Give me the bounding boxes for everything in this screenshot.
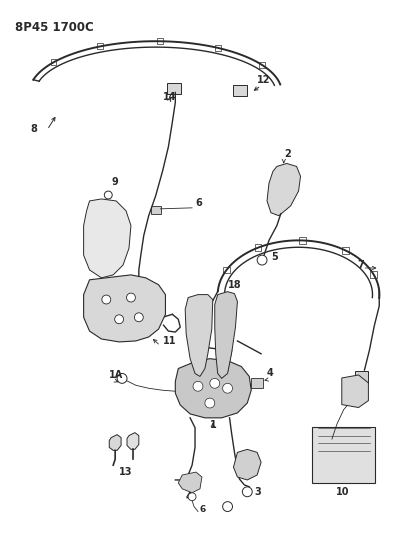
Bar [254, 244, 261, 251]
Polygon shape [233, 449, 261, 480]
Polygon shape [175, 359, 251, 418]
Bar [299, 237, 306, 244]
Polygon shape [127, 433, 139, 449]
Bar [259, 62, 265, 68]
Text: 6: 6 [195, 198, 202, 208]
Circle shape [257, 255, 267, 265]
Polygon shape [342, 375, 369, 408]
Text: 6: 6 [200, 505, 206, 514]
Bar [223, 266, 230, 273]
Bar [370, 271, 377, 278]
Bar [251, 378, 263, 388]
Text: 11: 11 [162, 336, 176, 346]
Polygon shape [109, 434, 121, 450]
Bar [150, 206, 160, 214]
Bar [233, 85, 247, 96]
Text: 4: 4 [267, 368, 274, 378]
Bar [215, 45, 221, 51]
Text: 14: 14 [162, 92, 176, 102]
Circle shape [115, 315, 124, 324]
Text: 1: 1 [210, 419, 216, 430]
Circle shape [117, 374, 127, 383]
Text: 8P45 1700C: 8P45 1700C [15, 21, 93, 35]
Text: 7: 7 [358, 260, 365, 270]
Polygon shape [84, 275, 166, 342]
Text: 5: 5 [271, 252, 278, 262]
Text: 3: 3 [254, 487, 261, 497]
Text: 8: 8 [30, 124, 37, 134]
Text: 1A: 1A [109, 370, 124, 381]
Circle shape [193, 381, 203, 391]
Polygon shape [84, 199, 131, 278]
Text: 2: 2 [284, 149, 290, 159]
Circle shape [210, 378, 220, 388]
Bar [97, 44, 103, 50]
Circle shape [102, 295, 111, 304]
Bar [322, 442, 336, 452]
Bar [51, 59, 56, 66]
Polygon shape [267, 164, 301, 216]
Text: 9: 9 [111, 177, 118, 187]
Text: 18: 18 [228, 280, 241, 290]
Bar [156, 38, 162, 44]
Circle shape [223, 383, 233, 393]
Bar [167, 83, 181, 94]
Text: 10: 10 [336, 487, 350, 497]
Polygon shape [178, 472, 202, 493]
Circle shape [188, 493, 196, 500]
Polygon shape [215, 292, 237, 378]
Polygon shape [185, 295, 213, 376]
Circle shape [104, 191, 112, 199]
Text: 4: 4 [185, 491, 192, 502]
Text: 13: 13 [119, 467, 133, 477]
Circle shape [205, 398, 215, 408]
Circle shape [126, 293, 135, 302]
Bar [342, 247, 349, 254]
Circle shape [134, 313, 143, 322]
Text: 12: 12 [257, 75, 271, 85]
Bar [355, 371, 369, 383]
FancyBboxPatch shape [312, 427, 376, 483]
Circle shape [243, 487, 252, 497]
Circle shape [223, 502, 233, 512]
